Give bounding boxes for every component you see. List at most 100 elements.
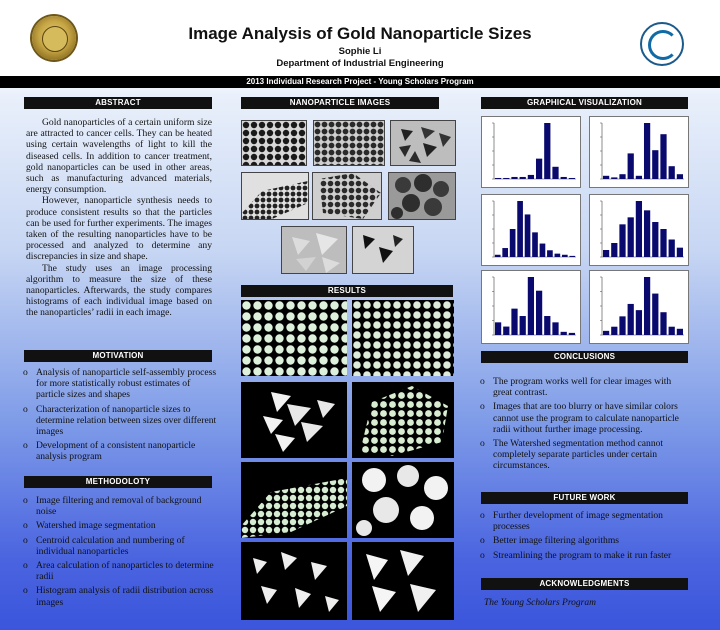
list-item: o Further development of image segmentati… <box>480 510 663 533</box>
histogram-bar <box>643 210 651 257</box>
histogram-bar <box>527 174 535 179</box>
list-item: o Histogram analysis of radii distributio… <box>23 585 214 608</box>
histogram-bar <box>635 310 643 335</box>
list-item: o Area calculation of nanoparticles to de… <box>23 560 214 583</box>
histogram-bar <box>668 239 675 257</box>
histogram-bar <box>511 176 518 179</box>
micrograph-image <box>313 120 385 166</box>
result-segmentation-image <box>241 542 347 620</box>
program-banner: 2013 Individual Research Project - Young… <box>0 76 720 88</box>
histogram-bar <box>560 176 567 179</box>
histogram-bar <box>602 175 610 179</box>
abstract-paragraph: However, nanoparticle synthesis needs to… <box>26 195 212 263</box>
histogram-bar <box>611 326 618 335</box>
methodology-heading: METHODOLOTY <box>24 476 212 488</box>
list-item: o Characterization of nanoparticle sizes … <box>23 403 217 438</box>
histogram-bar <box>544 316 551 335</box>
conclusions-heading: CONCLUSIONS <box>481 351 688 363</box>
histogram-chart <box>589 194 689 266</box>
histogram-bar <box>494 177 502 179</box>
histogram-bar <box>643 123 651 179</box>
histogram-bar <box>554 253 561 257</box>
list-item: o Centroid calculation and numbering of i… <box>23 534 185 557</box>
histogram-bar <box>676 328 684 335</box>
histogram-chart <box>481 270 581 344</box>
histogram-bar <box>652 293 659 335</box>
list-item: o Watershed image segmentation <box>23 520 156 532</box>
histogram-bar <box>561 254 568 257</box>
histogram-bar <box>517 201 523 257</box>
chart-axis <box>493 277 576 336</box>
histogram-bar <box>519 176 526 179</box>
histogram-bar <box>547 250 553 257</box>
histogram-bar <box>494 322 502 335</box>
histogram-bar <box>535 158 543 179</box>
nanoparticle-images-heading: NANOPARTICLE IMAGES <box>241 97 439 109</box>
histogram-bar <box>527 277 535 335</box>
list-item: o The program works well for clear images… <box>480 376 672 399</box>
histogram-bar <box>568 332 576 335</box>
histogram-bar <box>668 326 675 335</box>
list-item: o Better image filtering algorithms <box>480 535 620 547</box>
histogram-bar <box>509 229 516 257</box>
micrograph-image <box>281 226 347 274</box>
histogram-bar <box>552 322 559 335</box>
result-segmentation-image <box>352 300 454 376</box>
list-item: o Development of a consistent nanoparticl… <box>23 440 196 463</box>
histogram-bar <box>643 277 651 335</box>
micrograph-image <box>388 172 456 220</box>
histogram-bar <box>539 243 546 257</box>
result-segmentation-image <box>241 382 347 458</box>
histogram-bar <box>619 224 626 257</box>
histogram-bar <box>503 177 510 179</box>
histogram-bar <box>627 217 634 257</box>
result-segmentation-image <box>241 462 347 538</box>
author-name: Sophie Li <box>338 46 382 57</box>
histogram-bar <box>660 134 667 179</box>
histogram-bar <box>660 229 667 257</box>
abstract-paragraph: Gold nanoparticles of a certain uniform … <box>26 117 212 196</box>
list-item: o Image filtering and removal of backgrou… <box>23 495 202 518</box>
histogram-bar <box>635 175 643 179</box>
histogram-bar <box>532 232 538 257</box>
micrograph-image <box>390 120 456 166</box>
university-seal-icon <box>32 16 76 60</box>
list-item: o Analysis of nanoparticle self-assembly … <box>23 367 217 401</box>
result-segmentation-image <box>352 542 454 620</box>
histogram-bar <box>660 312 667 335</box>
histogram-bar <box>652 222 659 257</box>
abstract-paragraph: The study uses an image processing algor… <box>26 262 212 319</box>
histogram-bar <box>494 254 501 257</box>
micrograph-image <box>241 172 309 220</box>
result-segmentation-image <box>352 382 454 458</box>
histogram-bar <box>519 316 526 335</box>
abstract-heading: ABSTRACT <box>24 97 212 109</box>
histogram-bar <box>544 123 551 179</box>
histogram-bar <box>511 308 518 335</box>
histogram-bar <box>652 150 659 179</box>
micrograph-image <box>241 120 307 166</box>
histogram-bar <box>568 177 576 179</box>
poster-title: Image Analysis of Gold Nanoparticle Size… <box>188 24 532 43</box>
methodology-list: o Image filtering and removal of backgrou… <box>22 495 218 611</box>
histogram-bar <box>627 153 634 179</box>
list-item: o Images that are too blurry or have simi… <box>480 401 679 435</box>
histogram-chart <box>481 194 581 266</box>
chart-axis <box>493 123 576 180</box>
histogram-bar <box>602 330 610 335</box>
histogram-chart <box>481 116 581 188</box>
histogram-bar <box>524 214 531 257</box>
acknowledgments-heading: ACKNOWLEDGMENTS <box>481 578 688 590</box>
college-of-engineering-logo-icon <box>640 22 684 66</box>
histogram-bar <box>611 177 618 179</box>
histogram-bar <box>676 247 684 257</box>
list-item: o The Watershed segmentation method canno… <box>480 438 664 472</box>
poster-header: Image Analysis of Gold Nanoparticle Size… <box>0 0 720 76</box>
acknowledgments-text: The Young Scholars Program <box>484 598 596 608</box>
abstract-text: Gold nanoparticles of a certain uniform … <box>26 117 212 319</box>
histogram-bar <box>619 174 626 179</box>
histogram-bar <box>602 250 610 257</box>
results-heading: RESULTS <box>241 285 453 297</box>
histogram-bar <box>502 248 509 257</box>
histogram-bar <box>560 331 567 335</box>
